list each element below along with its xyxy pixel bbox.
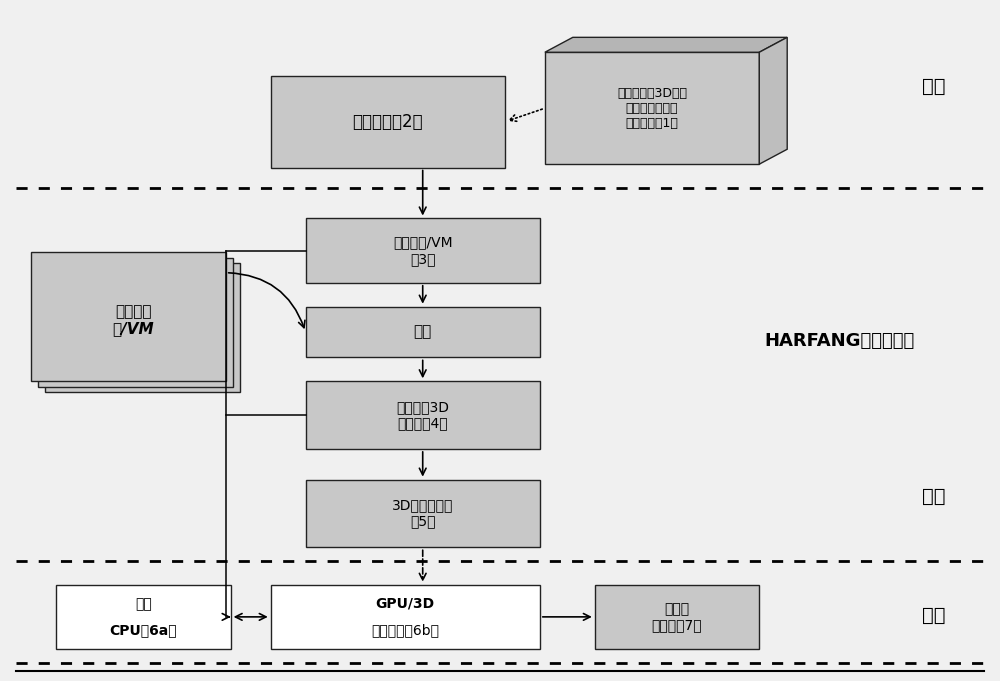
Text: 多媒体和3D
图形库（4）: 多媒体和3D 图形库（4）	[396, 400, 449, 430]
FancyBboxPatch shape	[306, 219, 540, 283]
FancyBboxPatch shape	[595, 585, 759, 649]
Text: 人机接口的3D设计
（准备好被嵌入
的格式）（1）: 人机接口的3D设计 （准备好被嵌入 的格式）（1）	[617, 86, 687, 129]
Text: 图形硬件（6b）: 图形硬件（6b）	[371, 622, 439, 637]
Text: 硬件: 硬件	[922, 605, 946, 624]
Text: 多核: 多核	[135, 597, 152, 611]
FancyBboxPatch shape	[271, 585, 540, 649]
FancyBboxPatch shape	[306, 479, 540, 548]
FancyBboxPatch shape	[31, 253, 226, 381]
FancyBboxPatch shape	[56, 585, 231, 649]
Text: 主解释器/VM
（3）: 主解释器/VM （3）	[393, 236, 453, 266]
Polygon shape	[759, 37, 787, 164]
Text: 应用: 应用	[922, 77, 946, 95]
Text: 内核: 内核	[922, 487, 946, 506]
Text: 嵌入式
显示器（7）: 嵌入式 显示器（7）	[652, 602, 702, 632]
Text: 业务应用（2）: 业务应用（2）	[352, 113, 423, 131]
Text: 绑定: 绑定	[414, 325, 432, 340]
FancyBboxPatch shape	[306, 306, 540, 358]
Polygon shape	[545, 52, 759, 164]
FancyBboxPatch shape	[45, 263, 240, 392]
Polygon shape	[545, 37, 787, 52]
FancyBboxPatch shape	[271, 76, 505, 168]
Text: 多个解释
器/VM: 多个解释 器/VM	[113, 304, 154, 336]
FancyBboxPatch shape	[38, 257, 233, 387]
Text: HARFANG嵌入式引擎: HARFANG嵌入式引擎	[764, 332, 914, 349]
Text: GPU/3D: GPU/3D	[376, 597, 435, 611]
Text: 3D图形驱动器
（5）: 3D图形驱动器 （5）	[392, 498, 453, 528]
Text: CPU（6a）: CPU（6a）	[110, 622, 177, 637]
FancyBboxPatch shape	[306, 381, 540, 449]
